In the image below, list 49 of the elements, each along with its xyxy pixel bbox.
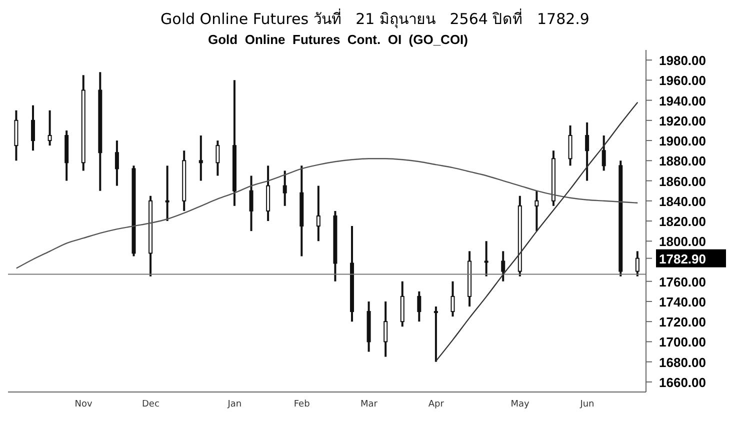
x-tick-label: Nov xyxy=(74,399,93,410)
candlestick xyxy=(568,124,572,167)
x-tick-label: Jan xyxy=(226,399,242,410)
chart-subtitle: Gold Online Futures Cont. OI (GO_COI) xyxy=(207,32,469,47)
candlestick xyxy=(384,300,388,358)
candlestick xyxy=(417,290,422,323)
candlestick xyxy=(48,109,52,147)
candlestick xyxy=(249,174,254,232)
line-series xyxy=(16,158,638,269)
candlestick xyxy=(114,140,119,187)
candlestick xyxy=(31,104,36,152)
candlestick xyxy=(635,250,640,278)
candlestick xyxy=(316,184,320,242)
candlestick xyxy=(198,134,203,182)
line-series xyxy=(436,102,638,362)
x-tick-label: Feb xyxy=(294,399,310,410)
y-tick-label: 1860.00 xyxy=(659,174,706,189)
y-tick-label: 1940.00 xyxy=(659,93,706,108)
x-tick-label: Dec xyxy=(142,399,160,410)
y-tick-label: 1740.00 xyxy=(659,294,706,310)
x-tick-label: Jun xyxy=(579,399,594,410)
candlestick xyxy=(484,240,488,278)
y-tick-label: 1782.90 xyxy=(659,251,706,266)
candlestick xyxy=(434,306,438,363)
candlestick xyxy=(585,121,590,182)
y-tick-label: 1880.00 xyxy=(659,154,706,169)
candlestick xyxy=(450,280,455,318)
candlestick xyxy=(534,190,539,232)
y-tick-label: 1720.00 xyxy=(659,314,706,330)
x-tick-label: Mar xyxy=(360,399,378,410)
y-tick-label: 1820.00 xyxy=(659,214,706,229)
candlestick xyxy=(165,164,170,222)
x-tick-label: Apr xyxy=(428,399,444,410)
y-tick-label: 1840.00 xyxy=(659,194,706,209)
candlestick xyxy=(282,170,287,207)
y-tick-label: 1760.00 xyxy=(659,274,706,290)
y-tick-label: 1960.00 xyxy=(659,73,706,88)
y-tick-label: 1900.00 xyxy=(659,134,706,149)
candlestick xyxy=(216,140,220,177)
candlestick xyxy=(602,134,606,172)
y-tick-label: 1800.00 xyxy=(659,234,706,250)
y-tick-label: 1980.00 xyxy=(659,53,706,68)
y-tick-label: 1680.00 xyxy=(659,354,706,370)
y-tick-label: 1920.00 xyxy=(659,113,706,128)
y-tick-label: 1660.00 xyxy=(659,374,706,390)
candlestick xyxy=(501,250,506,282)
y-tick-label: 1700.00 xyxy=(659,334,706,350)
chart-title: Gold Online Futures วันที่ 21 มิถุนายน 2564 ปิดที่ 1782.9 xyxy=(160,8,590,30)
x-tick-label: May xyxy=(510,399,530,410)
